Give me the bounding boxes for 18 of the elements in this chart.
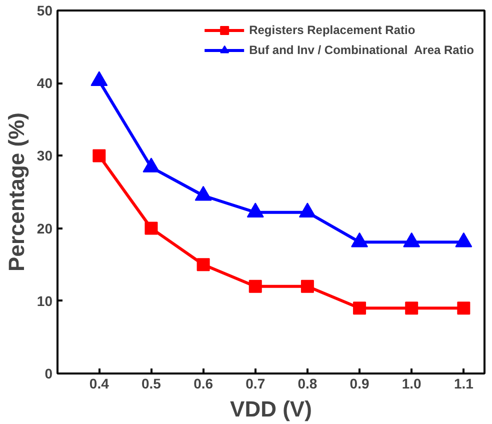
y-tick-label: 50 <box>36 2 53 18</box>
x-tick-label: 0.9 <box>350 376 370 392</box>
y-tick-label: 10 <box>36 292 53 309</box>
x-axis-title: VDD (V) <box>230 396 312 422</box>
y-tick-label: 20 <box>36 220 53 236</box>
y-tick-label: 0 <box>44 366 53 382</box>
x-tick-label: 0.5 <box>142 376 162 392</box>
y-tick-label: 40 <box>36 75 53 92</box>
x-tick-label: 0.8 <box>298 376 318 392</box>
x-tick-label: 1.0 <box>402 376 422 392</box>
y-tick-label: 30 <box>36 148 53 164</box>
legend-label: Registers Replacement Ratio <box>249 23 416 37</box>
x-tick-label: 0.4 <box>89 376 110 392</box>
legend-label: Buf and Inv / Combinational Area Ratio <box>249 43 474 57</box>
x-tick-label: 0.6 <box>194 376 214 392</box>
x-tick-label: 0.7 <box>246 376 266 392</box>
y-axis-title: Percentage (%) <box>4 112 29 272</box>
x-tick-label: 1.1 <box>454 376 474 392</box>
